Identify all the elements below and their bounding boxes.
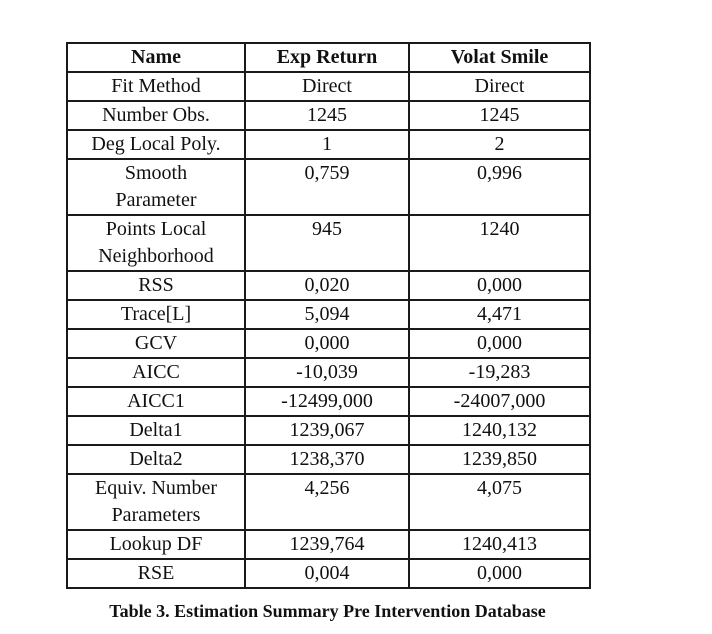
exp-return-value-cell: -10,039 [244, 357, 410, 388]
table-header: Name Exp Return Volat Smile [66, 42, 591, 73]
row-name-cell: Trace[L] [66, 299, 246, 330]
volat-smile-value-cell: -24007,000 [408, 386, 591, 417]
table-row: Equiv. Number Parameters 4,256 4,075 [66, 473, 591, 531]
row-name-cell: Points Local Neighborhood [66, 214, 246, 272]
row-name-cell: GCV [66, 328, 246, 359]
table-row: Points Local Neighborhood 945 1240 [66, 214, 591, 272]
exp-return-value-cell: 945 [244, 214, 410, 272]
volat-smile-value-cell: 0,000 [408, 328, 591, 359]
volat-smile-value-cell: 4,471 [408, 299, 591, 330]
volat-smile-value-cell: 1240,132 [408, 415, 591, 446]
exp-return-value-cell: 0,000 [244, 328, 410, 359]
table-caption: Table 3. Estimation Summary Pre Interven… [109, 601, 546, 621]
row-name-cell: Equiv. Number Parameters [66, 473, 246, 531]
row-name-cell: Delta1 [66, 415, 246, 446]
table-row: Smooth Parameter 0,759 0,996 [66, 158, 591, 216]
row-name-cell: AICC1 [66, 386, 246, 417]
table-row: RSS 0,020 0,000 [66, 270, 591, 301]
exp-return-value-cell: 5,094 [244, 299, 410, 330]
exp-return-value-cell: 1239,067 [244, 415, 410, 446]
volat-smile-value-cell: Direct [408, 71, 591, 102]
exp-return-value-cell: -12499,000 [244, 386, 410, 417]
row-name-cell: Lookup DF [66, 529, 246, 560]
volat-smile-value-cell: 1240,413 [408, 529, 591, 560]
table-row: Trace[L] 5,094 4,471 [66, 299, 591, 330]
row-name-cell: RSS [66, 270, 246, 301]
column-header-exp-return: Exp Return [244, 42, 410, 73]
exp-return-value-cell: 4,256 [244, 473, 410, 531]
table-row: AICC -10,039 -19,283 [66, 357, 591, 388]
table-row: RSE 0,004 0,000 [66, 558, 591, 589]
volat-smile-value-cell: 1245 [408, 100, 591, 131]
estimation-summary-section: Name Exp Return Volat Smile Fit Method Di… [66, 42, 591, 622]
volat-smile-value-cell: 1240 [408, 214, 591, 272]
exp-return-value-cell: Direct [244, 71, 410, 102]
row-name-cell: Delta2 [66, 444, 246, 475]
table-header-row: Name Exp Return Volat Smile [66, 42, 591, 73]
exp-return-value-cell: 1238,370 [244, 444, 410, 475]
volat-smile-value-cell: -19,283 [408, 357, 591, 388]
row-name-cell: Smooth Parameter [66, 158, 246, 216]
table-row: Fit Method Direct Direct [66, 71, 591, 102]
row-name-cell: Number Obs. [66, 100, 246, 131]
estimation-summary-table: Name Exp Return Volat Smile Fit Method Di… [66, 42, 591, 589]
exp-return-value-cell: 0,020 [244, 270, 410, 301]
volat-smile-value-cell: 0,996 [408, 158, 591, 216]
row-name-cell: AICC [66, 357, 246, 388]
exp-return-value-cell: 1239,764 [244, 529, 410, 560]
row-name-cell: RSE [66, 558, 246, 589]
row-name-cell: Fit Method [66, 71, 246, 102]
table-row: Number Obs. 1245 1245 [66, 100, 591, 131]
volat-smile-value-cell: 2 [408, 129, 591, 160]
table-row: Delta2 1238,370 1239,850 [66, 444, 591, 475]
volat-smile-value-cell: 0,000 [408, 558, 591, 589]
column-header-volat-smile: Volat Smile [408, 42, 591, 73]
table-row: Deg Local Poly. 1 2 [66, 129, 591, 160]
exp-return-value-cell: 1245 [244, 100, 410, 131]
volat-smile-value-cell: 1239,850 [408, 444, 591, 475]
table-row: Lookup DF 1239,764 1240,413 [66, 529, 591, 560]
table-row: GCV 0,000 0,000 [66, 328, 591, 359]
row-name-cell: Deg Local Poly. [66, 129, 246, 160]
table-row: AICC1 -12499,000 -24007,000 [66, 386, 591, 417]
volat-smile-value-cell: 4,075 [408, 473, 591, 531]
volat-smile-value-cell: 0,000 [408, 270, 591, 301]
exp-return-value-cell: 0,759 [244, 158, 410, 216]
table-body: Fit Method Direct Direct Number Obs. 1245 124… [66, 71, 591, 589]
table-row: Delta1 1239,067 1240,132 [66, 415, 591, 446]
column-header-name: Name [66, 42, 246, 73]
exp-return-value-cell: 0,004 [244, 558, 410, 589]
exp-return-value-cell: 1 [244, 129, 410, 160]
